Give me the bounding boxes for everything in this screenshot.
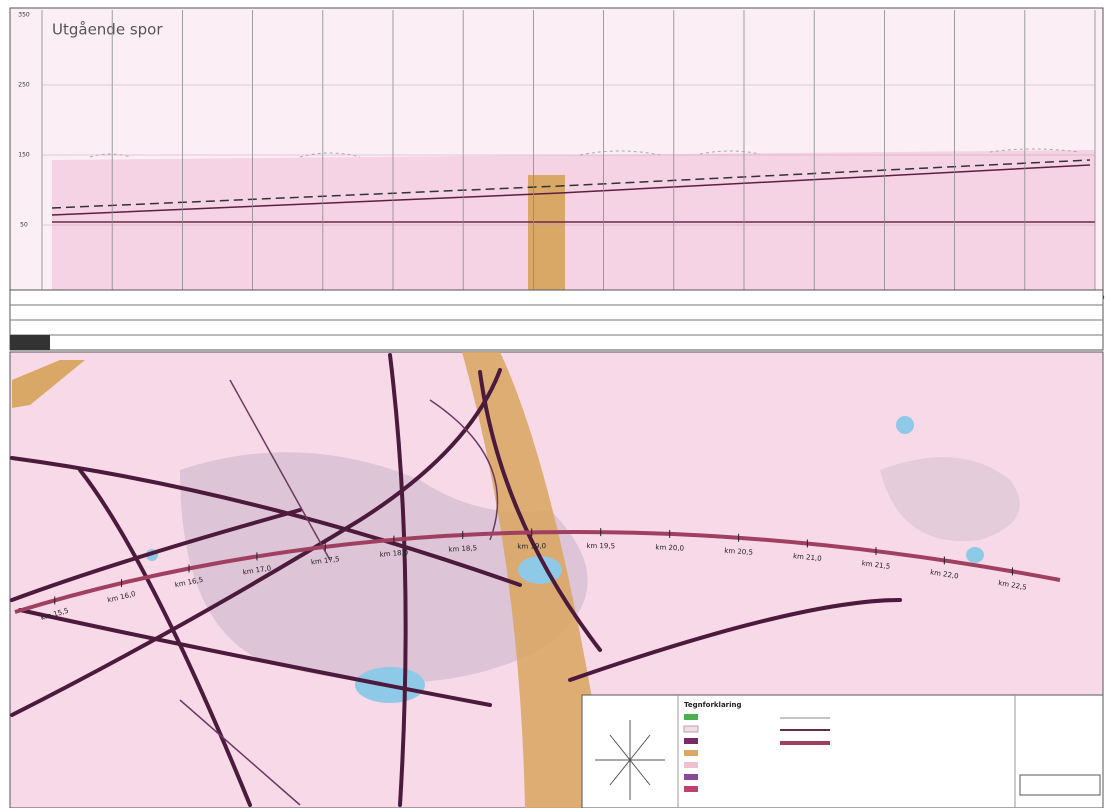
y-tick-label: 250	[18, 82, 30, 89]
road	[568, 598, 902, 682]
terrain-line	[89, 148, 1081, 158]
road	[10, 368, 502, 717]
y-tick-label: 350	[18, 12, 30, 19]
legend-swatch	[683, 725, 699, 733]
chainage-label: km 21,0	[793, 552, 822, 563]
chainage-label: km 17,5	[311, 555, 340, 566]
water	[896, 416, 914, 434]
path-group	[179, 379, 499, 806]
legend-box	[581, 694, 1104, 808]
path	[229, 379, 331, 561]
chainage-label: km 20,0	[655, 543, 684, 552]
road	[10, 508, 302, 602]
y-tick-label: 50	[20, 222, 28, 229]
chainage-label: km 19,0	[517, 542, 546, 551]
north-arrow	[595, 720, 665, 800]
path	[429, 399, 499, 541]
road-group	[10, 353, 902, 807]
legend-swatch	[684, 714, 698, 720]
chainage-label: km 18,5	[448, 544, 477, 553]
built-area	[880, 457, 1020, 542]
legend-swatch	[684, 786, 698, 792]
water	[966, 547, 984, 563]
track-alignment	[14, 530, 1061, 614]
legend-swatch	[684, 762, 698, 768]
legend-swatch	[684, 750, 698, 756]
road	[78, 468, 252, 807]
road	[10, 456, 522, 587]
chainage-label: km 21,5	[861, 559, 890, 570]
drawing-number-cell	[1019, 774, 1101, 796]
chainage-label: km 20,5	[724, 547, 753, 557]
path	[179, 699, 301, 806]
track-profile	[51, 164, 1091, 216]
legend-swatch	[684, 738, 698, 744]
road	[478, 370, 602, 652]
corridor-band	[12, 360, 85, 408]
road	[18, 608, 492, 707]
profile-title: Utgående spor	[52, 21, 163, 39]
chainage-label: km 18,0	[379, 548, 408, 558]
chainage-label: km 19,5	[586, 542, 615, 550]
terrain-fill	[52, 150, 1095, 290]
y-tick-label: 150	[18, 152, 30, 159]
legend-swatch	[684, 774, 698, 780]
legend-title: Tegnforklaring	[684, 701, 742, 709]
road	[388, 353, 408, 807]
strip-label-cell	[10, 335, 50, 350]
terrain-profile	[51, 159, 1091, 209]
